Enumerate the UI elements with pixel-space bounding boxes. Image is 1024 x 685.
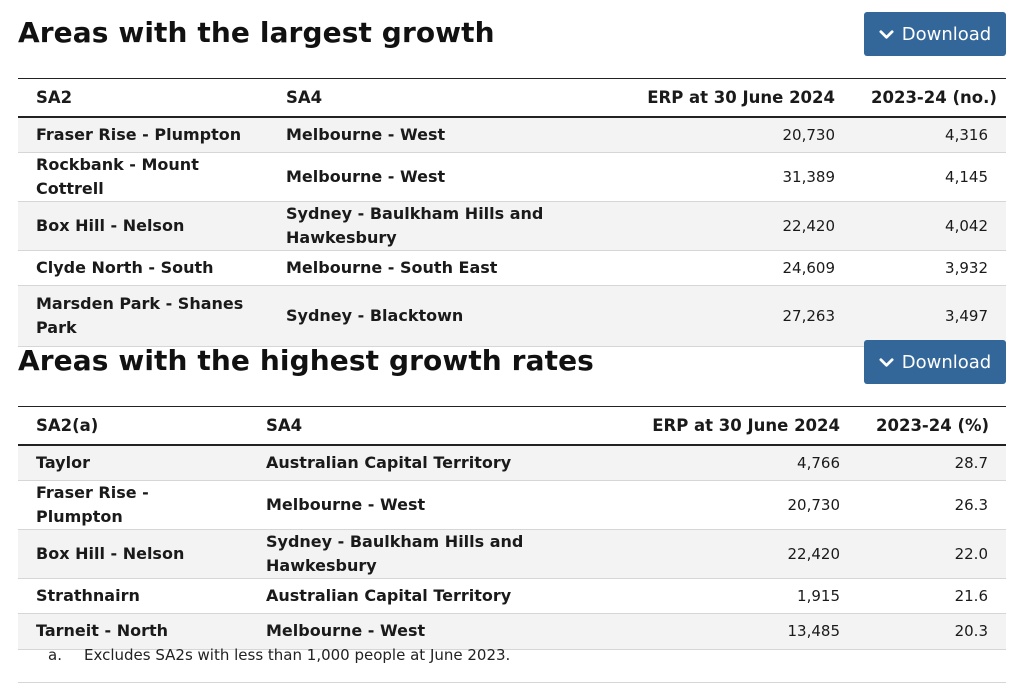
cell-sa4: Sydney - Baulkham Hills and Hawkesbury bbox=[286, 203, 544, 247]
cell-sa2: Fraser Rise - Plumpton bbox=[36, 482, 149, 526]
column-header-sa4: SA4 bbox=[286, 87, 323, 107]
table-row: Fraser Rise - Plumpton Melbourne - West … bbox=[18, 480, 1006, 529]
section-title: Areas with the highest growth rates bbox=[18, 344, 594, 377]
cell-sa4: Melbourne - South East bbox=[286, 257, 498, 277]
column-header-sa2: SA2 bbox=[36, 87, 73, 107]
cell-erp: 20,730 bbox=[787, 495, 841, 514]
section-header: Areas with the largest growth Download bbox=[18, 10, 1006, 78]
footnote-marker: a. bbox=[48, 646, 62, 664]
footnote-text: Excludes SA2s with less than 1,000 peopl… bbox=[84, 646, 511, 664]
cell-erp: 22,420 bbox=[787, 544, 841, 563]
chevron-down-icon bbox=[879, 357, 894, 367]
download-label: Download bbox=[901, 351, 992, 373]
largest-growth-table: SA2 SA4 ERP at 30 June 2024 2023-24 (no.… bbox=[18, 78, 1006, 347]
table-row: Rockbank - Mount Cottrell Melbourne - We… bbox=[18, 152, 1006, 201]
column-header-sa4: SA4 bbox=[266, 415, 303, 435]
table-row: Clyde North - South Melbourne - South Ea… bbox=[18, 250, 1006, 286]
cell-erp: 13,485 bbox=[787, 622, 841, 641]
table-row: Tarneit - North Melbourne - West 13,485 … bbox=[18, 613, 1006, 649]
section-header: Areas with the highest growth rates Down… bbox=[18, 338, 1006, 406]
cell-sa4: Melbourne - West bbox=[286, 166, 446, 186]
cell-erp: 20,730 bbox=[782, 125, 836, 144]
cell-sa4: Sydney - Blacktown bbox=[286, 306, 464, 325]
table-row: Box Hill - Nelson Sydney - Baulkham Hill… bbox=[18, 529, 1006, 578]
cell-sa4: Australian Capital Territory bbox=[266, 452, 512, 472]
section-title: Areas with the largest growth bbox=[18, 16, 495, 49]
highest-growth-rates-table: SA2(a) SA4 ERP at 30 June 2024 2023-24 (… bbox=[18, 406, 1006, 650]
cell-sa2: Taylor bbox=[36, 452, 90, 472]
cell-sa4: Melbourne - West bbox=[266, 621, 426, 641]
cell-sa2: Box Hill - Nelson bbox=[36, 215, 185, 235]
column-header-erp: ERP at 30 June 2024 bbox=[647, 87, 835, 107]
cell-erp: 22,420 bbox=[782, 216, 836, 235]
cell-change: 4,145 bbox=[945, 167, 988, 186]
cell-erp: 27,263 bbox=[782, 307, 836, 325]
cell-change: 22.0 bbox=[954, 544, 988, 563]
cell-sa2: Box Hill - Nelson bbox=[36, 543, 185, 563]
cell-change: 4,042 bbox=[945, 216, 988, 235]
cell-change: 4,316 bbox=[945, 125, 988, 144]
column-header-erp: ERP at 30 June 2024 bbox=[652, 415, 840, 435]
download-button[interactable]: Download bbox=[864, 340, 1006, 384]
column-header-sa2: SA2(a) bbox=[36, 415, 99, 435]
cell-change: 21.6 bbox=[954, 586, 988, 605]
cell-sa2: Marsden Park - Shanes Park bbox=[36, 294, 244, 337]
cell-sa4: Melbourne - West bbox=[286, 124, 446, 144]
cell-sa2: Fraser Rise - Plumpton bbox=[36, 124, 242, 144]
highest-growth-rates-section: Areas with the highest growth rates Down… bbox=[18, 338, 1006, 650]
cell-change: 3,932 bbox=[945, 258, 988, 277]
table-row: Marsden Park - Shanes Park Sydney - Blac… bbox=[18, 285, 1006, 347]
cell-sa4: Melbourne - West bbox=[266, 494, 426, 514]
table-row: Box Hill - Nelson Sydney - Baulkham Hill… bbox=[18, 201, 1006, 250]
cell-change: 20.3 bbox=[954, 622, 988, 641]
cell-erp: 1,915 bbox=[797, 586, 840, 605]
table-row: Fraser Rise - Plumpton Melbourne - West … bbox=[18, 116, 1006, 152]
cell-sa2: Clyde North - South bbox=[36, 257, 214, 277]
table-header-row: SA2 SA4 ERP at 30 June 2024 2023-24 (no.… bbox=[18, 78, 1006, 117]
download-button[interactable]: Download bbox=[864, 12, 1006, 56]
cell-sa2: Rockbank - Mount Cottrell bbox=[36, 154, 199, 198]
cell-sa4: Sydney - Baulkham Hills and Hawkesbury bbox=[266, 531, 524, 575]
column-header-change: 2023-24 (no.) bbox=[871, 87, 997, 107]
cell-change: 26.3 bbox=[954, 495, 988, 514]
cell-erp: 4,766 bbox=[797, 453, 840, 472]
cell-change: 28.7 bbox=[954, 453, 988, 472]
cell-sa4: Australian Capital Territory bbox=[266, 585, 512, 605]
table-row: Taylor Australian Capital Territory 4,76… bbox=[18, 444, 1006, 480]
cell-sa2: Tarneit - North bbox=[36, 621, 169, 641]
table-row: Strathnairn Australian Capital Territory… bbox=[18, 578, 1006, 614]
cell-erp: 24,609 bbox=[782, 258, 836, 277]
footnote: a. Excludes SA2s with less than 1,000 pe… bbox=[18, 632, 1006, 683]
cell-erp: 31,389 bbox=[782, 167, 836, 186]
table-header-row: SA2(a) SA4 ERP at 30 June 2024 2023-24 (… bbox=[18, 406, 1006, 445]
cell-sa2: Strathnairn bbox=[36, 585, 140, 605]
column-header-change: 2023-24 (%) bbox=[876, 415, 990, 435]
download-label: Download bbox=[901, 23, 992, 45]
largest-growth-section: Areas with the largest growth Download S… bbox=[18, 10, 1006, 347]
chevron-down-icon bbox=[879, 29, 894, 39]
cell-change: 3,497 bbox=[945, 307, 988, 325]
